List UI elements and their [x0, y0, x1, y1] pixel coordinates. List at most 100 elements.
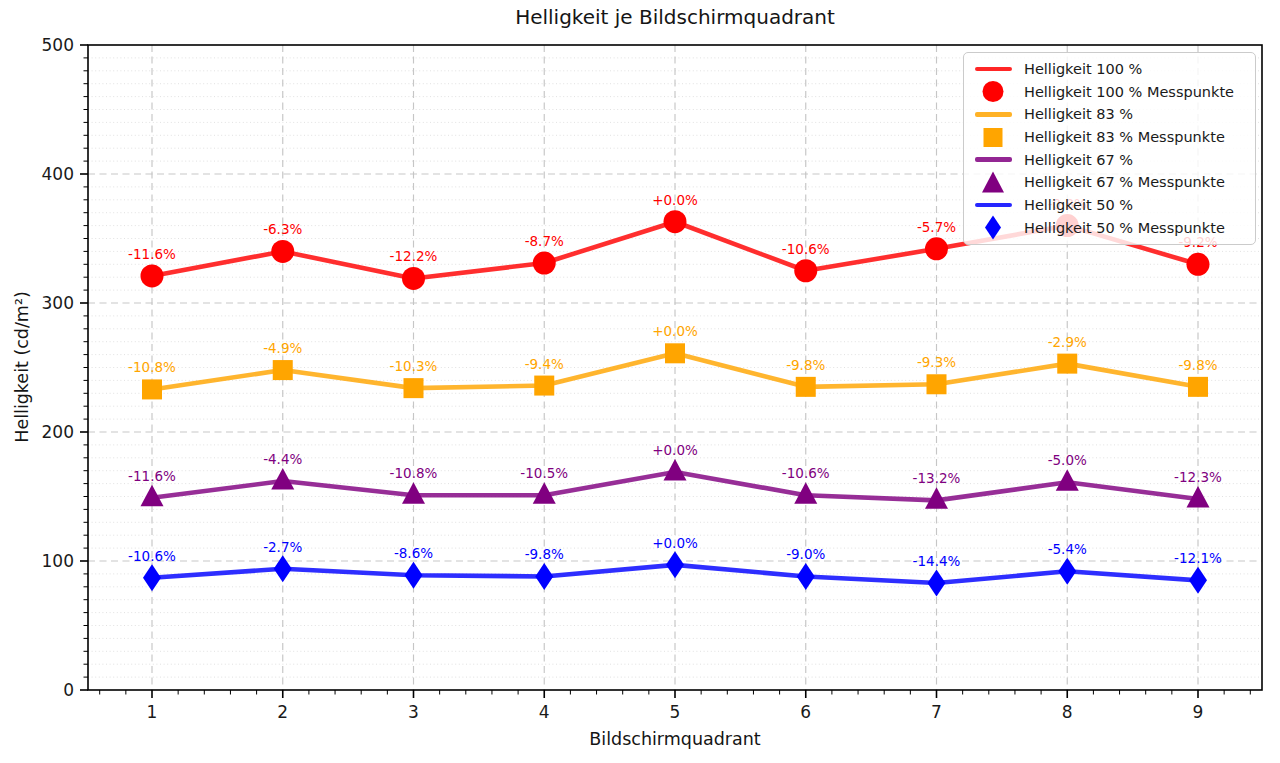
square-marker [1188, 377, 1208, 397]
data-point-label: +0.0% [652, 192, 698, 208]
data-point-label: -10.6% [782, 465, 830, 481]
legend-item-label: Helligkeit 50 % Messpunkte [1024, 220, 1225, 236]
square-marker [927, 374, 947, 394]
x-tick-label: 8 [1062, 702, 1073, 722]
square-marker [142, 379, 162, 399]
legend-item-label: Helligkeit 67 % [1024, 152, 1133, 168]
diamond-marker [797, 563, 815, 590]
data-point-label: -2.9% [1048, 334, 1087, 350]
diamond-marker [928, 569, 946, 596]
data-point-label: -8.6% [394, 545, 433, 561]
data-point-label: +0.0% [652, 442, 698, 458]
data-point-label: -10.5% [520, 465, 568, 481]
legend-item-label: Helligkeit 83 % Messpunkte [1024, 129, 1225, 145]
diamond-marker [666, 551, 684, 578]
circle-marker [402, 267, 425, 290]
y-tick-label: 400 [42, 164, 74, 184]
x-tick-label: 1 [147, 702, 158, 722]
data-point-label: +0.0% [652, 323, 698, 339]
data-point-label: -4.9% [263, 340, 302, 356]
data-point-label: -6.3% [263, 221, 302, 237]
data-point-label: -9.4% [525, 356, 564, 372]
circle-marker [1187, 253, 1210, 276]
data-point-label: -9.8% [786, 357, 825, 373]
legend-item-label: Helligkeit 83 % [1024, 106, 1133, 122]
data-point-label: -10.8% [128, 359, 176, 375]
diamond-marker [405, 562, 423, 589]
data-point-label: +0.0% [652, 535, 698, 551]
y-axis-label: Helligkeit (cd/m²) [12, 291, 32, 443]
x-tick-label: 5 [670, 702, 681, 722]
square-marker [1057, 354, 1077, 374]
legend-item: Helligkeit 100 % Messpunkte [970, 80, 1249, 103]
square-marker [273, 360, 293, 380]
data-point-label: -12.1% [1174, 550, 1222, 566]
series-helligkeit-83-: -10.8% -4.9% -10.3% -9.4% +0.0% -9.8% -9.3% -2.… [128, 323, 1218, 399]
legend-triangle-marker-icon [970, 170, 1016, 195]
x-tick-label: 2 [277, 702, 288, 722]
legend-square-marker-icon [970, 125, 1016, 150]
legend-item: Helligkeit 67 % [970, 149, 1249, 171]
circle-marker [533, 252, 556, 275]
y-tick-label: 300 [42, 293, 74, 313]
circle-marker [664, 210, 687, 233]
triangle-marker [271, 468, 294, 490]
legend-line-swatch [970, 203, 1016, 208]
square-marker [404, 378, 424, 398]
legend-diamond-marker-icon [970, 215, 1016, 240]
legend-item: Helligkeit 83 % [970, 103, 1249, 125]
data-point-label: -8.7% [525, 233, 564, 249]
data-point-label: -14.4% [913, 553, 961, 569]
x-tick-label: 4 [539, 702, 550, 722]
diamond-marker [535, 563, 553, 590]
data-point-label: -11.6% [128, 468, 176, 484]
data-point-label: -4.4% [263, 451, 302, 467]
triangle-marker [664, 459, 687, 481]
data-point-label: -11.6% [128, 246, 176, 262]
data-point-label: -9.8% [1178, 357, 1217, 373]
figure: -11.6%-6.3%-12.2%-8.7%+0.0%-10.6%-5.7%-0… [0, 0, 1280, 763]
x-tick-label: 6 [800, 702, 811, 722]
y-tick-label: 200 [42, 422, 74, 442]
x-tick-label: 3 [408, 702, 419, 722]
diamond-marker [1189, 567, 1207, 594]
data-point-label: -9.0% [786, 546, 825, 562]
legend-circle-marker-icon [970, 79, 1016, 104]
data-point-label: -12.2% [390, 248, 438, 264]
legend-item-label: Helligkeit 67 % Messpunkte [1024, 174, 1225, 190]
legend-line-swatch [970, 157, 1016, 162]
legend-line-swatch [970, 112, 1016, 117]
square-marker [534, 376, 554, 396]
legend-line-swatch [970, 67, 1016, 72]
diamond-marker [274, 555, 292, 582]
data-point-label: -9.3% [917, 354, 956, 370]
data-point-label: -10.3% [390, 358, 438, 374]
legend-item-label: Helligkeit 100 % [1024, 61, 1142, 77]
circle-marker [141, 264, 164, 287]
y-tick-label: 500 [42, 35, 74, 55]
diamond-marker [143, 564, 161, 591]
diamond-marker [1058, 558, 1076, 585]
legend-item: Helligkeit 100 % [970, 58, 1249, 80]
legend-item: Helligkeit 50 % Messpunkte [970, 216, 1249, 239]
data-point-label: -10.6% [128, 548, 176, 564]
square-marker [796, 377, 816, 397]
circle-marker [794, 259, 817, 282]
legend-item: Helligkeit 50 % [970, 194, 1249, 216]
triangle-marker [1056, 469, 1079, 491]
x-axis-label: Bildschirmquadrant [88, 729, 1262, 749]
data-point-label: -13.2% [913, 470, 961, 486]
data-point-label: -5.7% [917, 219, 956, 235]
legend: Helligkeit 100 % Helligkeit 100 % Messpun… [963, 52, 1256, 245]
data-point-label: -10.6% [782, 241, 830, 257]
data-point-label: -5.0% [1048, 452, 1087, 468]
legend-item: Helligkeit 67 % Messpunkte [970, 171, 1249, 194]
y-tick-label: 100 [42, 551, 74, 571]
data-point-label: -12.3% [1174, 469, 1222, 485]
data-point-label: -2.7% [263, 539, 302, 555]
data-point-label: -10.8% [390, 465, 438, 481]
square-marker [665, 343, 685, 363]
circle-marker [925, 237, 948, 260]
data-point-label: -5.4% [1048, 541, 1087, 557]
x-tick-label: 7 [931, 702, 942, 722]
